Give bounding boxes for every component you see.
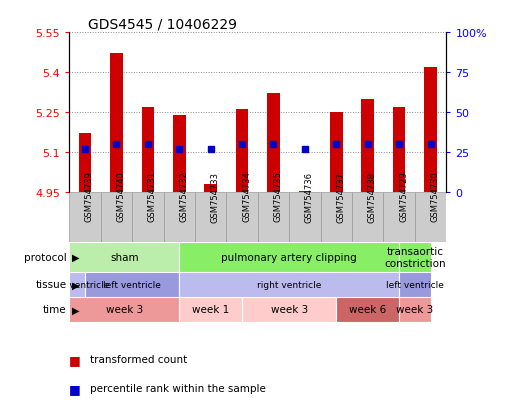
Text: week 6: week 6	[349, 305, 386, 315]
Bar	[78, 134, 91, 192]
FancyBboxPatch shape	[179, 272, 399, 297]
FancyBboxPatch shape	[69, 192, 101, 242]
Text: left ventricle: left ventricle	[386, 280, 444, 289]
Text: GSM754732: GSM754732	[179, 171, 188, 222]
FancyBboxPatch shape	[179, 242, 399, 272]
FancyBboxPatch shape	[289, 192, 321, 242]
Bar	[173, 116, 186, 192]
Text: GSM754735: GSM754735	[273, 171, 283, 222]
FancyBboxPatch shape	[69, 242, 179, 272]
Text: transformed count: transformed count	[90, 354, 187, 364]
Text: GSM754734: GSM754734	[242, 171, 251, 222]
Text: pulmonary artery clipping: pulmonary artery clipping	[221, 252, 357, 262]
Text: tissue: tissue	[35, 280, 67, 290]
FancyBboxPatch shape	[321, 192, 352, 242]
FancyBboxPatch shape	[258, 192, 289, 242]
Text: percentile rank within the sample: percentile rank within the sample	[90, 383, 266, 393]
FancyBboxPatch shape	[383, 192, 415, 242]
Text: protocol: protocol	[24, 252, 67, 262]
FancyBboxPatch shape	[132, 192, 164, 242]
Text: week 1: week 1	[192, 305, 229, 315]
Text: GSM754739: GSM754739	[85, 171, 94, 222]
FancyBboxPatch shape	[226, 192, 258, 242]
Bar	[204, 185, 217, 192]
Text: GSM754730: GSM754730	[430, 171, 440, 222]
FancyBboxPatch shape	[69, 297, 179, 322]
Text: right ventricle: right ventricle	[257, 280, 321, 289]
FancyBboxPatch shape	[69, 272, 85, 297]
Text: GSM754729: GSM754729	[399, 171, 408, 222]
FancyBboxPatch shape	[399, 297, 430, 322]
FancyBboxPatch shape	[164, 192, 195, 242]
Text: week 3: week 3	[396, 305, 433, 315]
Text: ■: ■	[69, 353, 81, 366]
Bar	[424, 68, 437, 192]
Text: ▶: ▶	[72, 305, 80, 315]
Text: GSM754731: GSM754731	[148, 171, 157, 222]
Bar	[110, 54, 123, 192]
Text: GSM754733: GSM754733	[211, 171, 220, 222]
Text: GSM754740: GSM754740	[116, 171, 125, 222]
Text: ▶: ▶	[72, 280, 80, 290]
Text: GSM754738: GSM754738	[368, 171, 377, 222]
FancyBboxPatch shape	[85, 272, 179, 297]
FancyBboxPatch shape	[399, 272, 430, 297]
FancyBboxPatch shape	[399, 242, 430, 272]
Text: time: time	[43, 305, 67, 315]
Bar	[142, 107, 154, 192]
FancyBboxPatch shape	[415, 192, 446, 242]
Text: GSM754736: GSM754736	[305, 171, 314, 222]
Text: right ventricle: right ventricle	[45, 280, 109, 289]
Text: left ventricle: left ventricle	[103, 280, 161, 289]
Text: week 3: week 3	[106, 305, 143, 315]
Text: GDS4545 / 10406229: GDS4545 / 10406229	[88, 18, 237, 32]
FancyBboxPatch shape	[195, 192, 226, 242]
FancyBboxPatch shape	[101, 192, 132, 242]
Text: week 3: week 3	[270, 305, 308, 315]
Text: GSM754737: GSM754737	[337, 171, 345, 222]
Bar	[236, 110, 248, 192]
Bar	[393, 107, 405, 192]
FancyBboxPatch shape	[337, 297, 399, 322]
Bar	[330, 113, 343, 192]
Bar	[362, 100, 374, 192]
Text: ■: ■	[69, 382, 81, 395]
FancyBboxPatch shape	[242, 297, 337, 322]
Text: transaortic
constriction: transaortic constriction	[384, 247, 446, 268]
Text: sham: sham	[110, 252, 139, 262]
Text: ▶: ▶	[72, 252, 80, 262]
Bar	[267, 94, 280, 192]
FancyBboxPatch shape	[352, 192, 383, 242]
FancyBboxPatch shape	[179, 297, 242, 322]
